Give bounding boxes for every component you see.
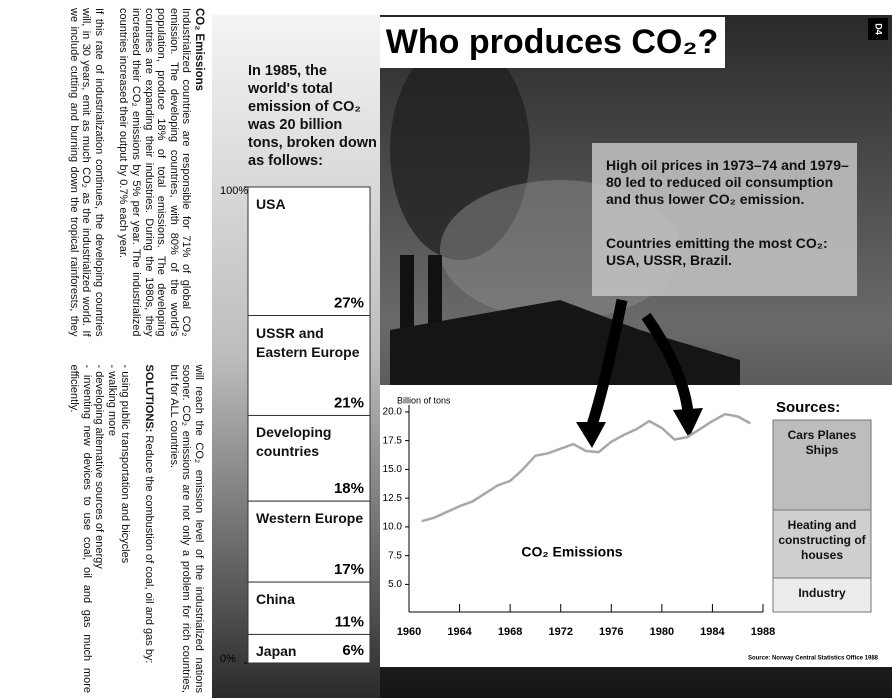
infographic: Who produces CO₂? D4 In 1985, the world'… <box>0 0 892 698</box>
x-tick-label: 1976 <box>599 626 623 638</box>
x-tick-label: 1972 <box>548 626 572 638</box>
value-label: 11% <box>335 613 364 630</box>
segment-name: China <box>256 590 364 609</box>
callout-text: High oil prices in 1973–74 and 1979–80 l… <box>606 157 851 208</box>
y-tick-label: 15.0 <box>383 464 403 475</box>
segment-name-box: Developing countries <box>256 423 364 485</box>
x-tick-label: 1964 <box>447 626 472 638</box>
x-tick-label: 1984 <box>700 626 725 638</box>
y-tick-label: 10.0 <box>383 522 403 533</box>
source-note: Source: Norway Central Statistics Office… <box>748 656 879 662</box>
intro: In 1985, the world's total emission of C… <box>248 62 378 170</box>
segment-name: USSR and Eastern Europe <box>256 324 364 362</box>
y-tick-label: 20.0 <box>383 407 403 418</box>
segment-name-box: USA <box>256 195 364 300</box>
y-tick-label: 17.5 <box>383 435 403 446</box>
y-tick-label: 12.5 <box>383 493 403 504</box>
segment-name: Developing countries <box>256 423 364 461</box>
x-tick-label: 1988 <box>751 626 775 638</box>
page-marker: D4 <box>874 23 884 35</box>
x-tick-label: 1960 <box>397 626 421 638</box>
y-tick-label: 0% <box>220 653 236 665</box>
value-label: 17% <box>334 561 364 578</box>
x-tick-label: 1968 <box>498 626 522 638</box>
y-axis-label: Billion of tons <box>397 395 451 405</box>
value-label: 21% <box>334 394 364 411</box>
value-label: 18% <box>334 480 364 497</box>
segment-name-box: USSR and Eastern Europe <box>256 324 364 400</box>
segment-name: USA <box>256 195 364 214</box>
source-item-box: Heating and constructing of houses <box>778 518 866 576</box>
title: Who produces CO₂? <box>386 23 718 61</box>
y-tick-label: 5.0 <box>388 579 402 590</box>
chart-title: CO₂ Emissions <box>521 544 622 560</box>
segment-name-box: Western Europe <box>256 509 364 566</box>
callout-text: Countries emitting the most CO₂: USA, US… <box>606 235 851 269</box>
callout-text-box: High oil prices in 1973–74 and 1979–80 l… <box>606 157 851 237</box>
page: { "page_marker": "D4", "title": "Who pro… <box>0 0 892 698</box>
segment-name: Western Europe <box>256 509 364 528</box>
value-label: 27% <box>334 294 364 311</box>
source-item-box: Industry <box>778 586 866 610</box>
sources-heading: Sources: <box>776 399 840 416</box>
y-tick-label: 7.5 <box>388 550 402 561</box>
intro-box: In 1985, the world's total emission of C… <box>248 62 378 187</box>
source-item: Cars Planes Ships <box>778 428 866 458</box>
y-tick-label: 100% <box>220 185 248 197</box>
source-item: Heating and constructing of houses <box>778 518 866 563</box>
callout-text-box: Countries emitting the most CO₂: USA, US… <box>606 235 851 280</box>
source-item-box: Cars Planes Ships <box>778 428 866 508</box>
value-label: 6% <box>342 642 364 659</box>
source-item: Industry <box>778 586 866 601</box>
x-tick-label: 1980 <box>650 626 674 638</box>
